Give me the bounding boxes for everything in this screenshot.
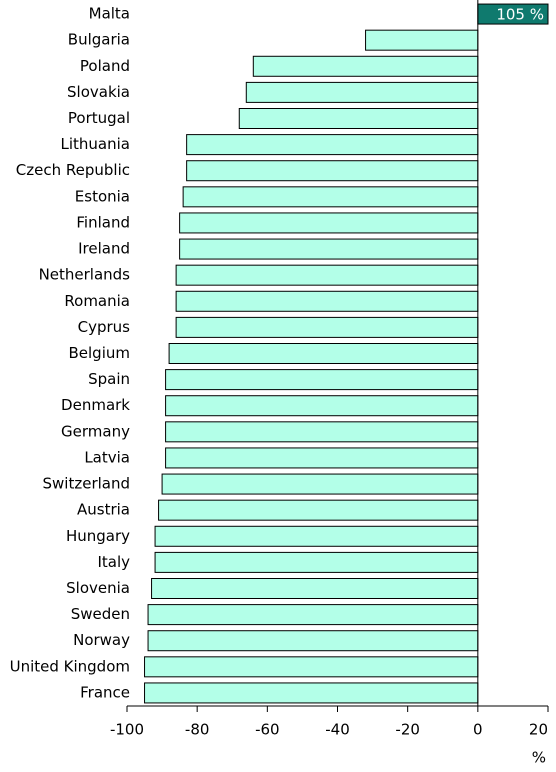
bar — [252, 55, 479, 77]
x-tick-label: -80 — [185, 721, 210, 739]
y-tick-label: Austria — [77, 501, 130, 519]
y-tick-label: Sweden — [71, 605, 130, 623]
bar — [161, 473, 479, 495]
bar — [175, 264, 479, 286]
y-tick-label: Ireland — [78, 240, 130, 258]
bar — [147, 630, 479, 652]
y-tick-label: Cyprus — [78, 318, 131, 336]
x-tick-label: -20 — [395, 721, 420, 739]
bar — [238, 108, 479, 129]
y-tick-label: Czech Republic — [16, 161, 130, 179]
bar — [144, 656, 479, 678]
bar — [186, 134, 479, 156]
y-tick-label: Norway — [73, 631, 130, 649]
y-tick-label: Switzerland — [43, 475, 131, 493]
y-tick-label: Belgium — [69, 344, 131, 362]
bar — [175, 316, 479, 338]
x-tick-label: 0 — [473, 721, 483, 739]
y-tick-label: Romania — [64, 292, 130, 310]
bar — [154, 525, 479, 547]
y-tick-label: Slovenia — [66, 579, 130, 597]
y-tick-label: United Kingdom — [10, 657, 130, 675]
bar — [165, 369, 479, 391]
y-tick-label: Spain — [88, 370, 130, 388]
y-tick-label: Estonia — [75, 187, 130, 205]
bar — [365, 29, 479, 51]
x-tick-label: -40 — [325, 721, 350, 739]
y-tick-label: Poland — [80, 57, 130, 75]
bar — [158, 499, 479, 521]
bar — [186, 160, 479, 182]
y-tick-label: Hungary — [66, 527, 130, 545]
bar — [165, 421, 479, 443]
y-tick-label: Germany — [61, 422, 130, 440]
y-tick-label: France — [80, 683, 130, 701]
y-tick-label: Netherlands — [39, 266, 131, 284]
bar — [168, 343, 479, 364]
y-tick-label: Italy — [97, 553, 130, 571]
bar — [245, 81, 479, 103]
bar — [154, 551, 479, 573]
bar — [144, 682, 479, 704]
x-tick-label: -100 — [110, 721, 144, 739]
bar — [151, 578, 479, 599]
y-tick-label: Denmark — [61, 396, 130, 414]
x-tick-label: 20 — [529, 721, 548, 739]
bar — [179, 238, 479, 260]
x-axis-label: % — [532, 749, 546, 767]
y-tick-label: Finland — [76, 213, 130, 231]
bar — [165, 395, 479, 417]
bar — [165, 447, 479, 469]
y-tick-label: Portugal — [68, 109, 130, 127]
bar — [147, 604, 479, 626]
y-tick-label: Bulgaria — [68, 31, 130, 49]
y-tick-label: Lithuania — [61, 135, 130, 153]
x-tick-label: -60 — [255, 721, 280, 739]
y-tick-label: Slovakia — [67, 83, 130, 101]
bar — [182, 186, 479, 208]
bar — [179, 212, 479, 234]
bar — [175, 290, 479, 312]
y-tick-label: Latvia — [84, 448, 130, 466]
value-label: 105 % — [496, 6, 544, 24]
y-tick-label: Malta — [89, 5, 130, 23]
